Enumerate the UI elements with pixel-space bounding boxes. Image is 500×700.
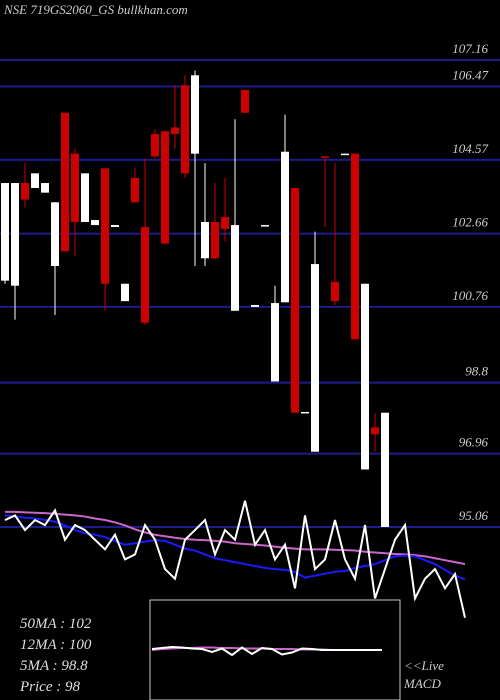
y-tick-label: 100.76 (452, 288, 488, 303)
indicator-line (4, 500, 466, 618)
candle-body (21, 182, 29, 200)
candle-body (271, 303, 279, 382)
candle-body (251, 304, 259, 307)
macd-lines (151, 645, 382, 657)
candle-body (51, 202, 59, 267)
stat-label: 12MA : 100 (20, 637, 92, 653)
candle-body (341, 153, 349, 156)
candle-body (151, 133, 159, 157)
candle-body (211, 221, 219, 259)
candle-body (281, 151, 289, 303)
plot (1, 70, 466, 618)
y-tick-label: 107.16 (452, 41, 488, 56)
macd-label: MACD (403, 676, 441, 691)
y-tick-label: 104.57 (452, 141, 488, 156)
live-label: <<Live (404, 658, 444, 673)
candle-body (121, 283, 129, 302)
candle-body (1, 182, 9, 281)
candle-body (371, 427, 379, 435)
candle-body (241, 89, 249, 113)
candle-body (301, 411, 309, 414)
candle-body (361, 283, 369, 470)
candle-body (231, 225, 239, 311)
macd-line (151, 645, 382, 657)
y-tick-label: 106.47 (452, 67, 488, 82)
candle-body (291, 188, 299, 413)
candle-body (91, 220, 99, 226)
candle-body (181, 85, 189, 174)
candle-body (41, 182, 49, 193)
indicator-line (5, 510, 466, 566)
candle-body (311, 264, 319, 452)
candle-body (11, 182, 19, 286)
candle-body (351, 153, 359, 340)
candle-body (261, 225, 269, 227)
candle-body (201, 221, 209, 259)
stat-label: 5MA : 98.8 (20, 658, 88, 674)
candle-body (31, 173, 39, 189)
candle-body (81, 173, 89, 222)
candle-body (101, 168, 109, 284)
candle-body (141, 227, 149, 323)
y-tick-label: 98.8 (465, 364, 488, 379)
candle-body (161, 131, 169, 244)
candle-body (111, 225, 119, 228)
candle-body (191, 75, 199, 154)
candle-body (71, 153, 79, 222)
candle-body (381, 412, 389, 527)
y-tick-label: 95.06 (459, 508, 489, 523)
stat-label: 50MA : 102 (20, 616, 92, 632)
stat-label: Price : 98 (19, 679, 80, 695)
candle-body (171, 127, 179, 134)
candle-body (331, 281, 339, 302)
candle-body (221, 216, 229, 229)
y-tick-label: 102.66 (452, 215, 488, 230)
chart-title: NSE 719GS2060_GS bullkhan.com (3, 2, 188, 17)
candle-body (321, 156, 329, 158)
candle-body (61, 112, 69, 252)
y-tick-label: 96.96 (459, 435, 489, 450)
candle-body (131, 177, 139, 203)
grid: 107.16 106.47 104.57 102.66 100.76 98.8 96.96 9… (0, 41, 500, 528)
